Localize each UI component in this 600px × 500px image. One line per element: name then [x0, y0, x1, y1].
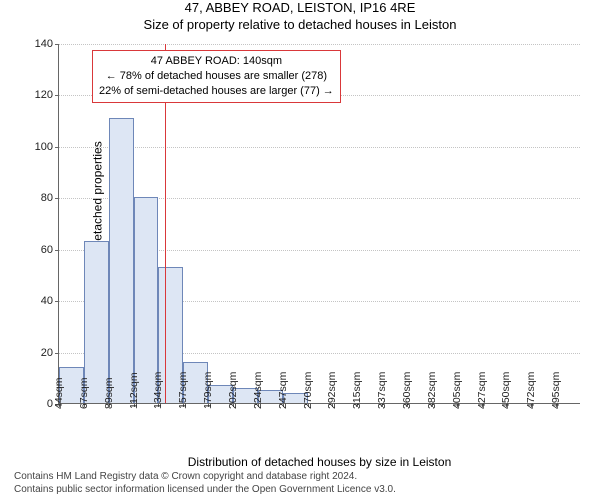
footer-line-1: Contains HM Land Registry data © Crown c…: [14, 470, 396, 483]
plot-area: Number of detached properties Distributi…: [58, 44, 580, 404]
ytick-label: 80: [41, 192, 59, 204]
footer-attribution: Contains HM Land Registry data © Crown c…: [14, 470, 396, 496]
histogram-bar: [109, 118, 134, 403]
xtick-label: 224sqm: [252, 372, 264, 409]
xtick-label: 360sqm: [401, 372, 413, 409]
xtick-label: 157sqm: [177, 372, 189, 409]
xtick-label: 315sqm: [351, 372, 363, 409]
x-axis-label: Distribution of detached houses by size …: [188, 455, 452, 469]
xtick-label: 495sqm: [550, 372, 562, 409]
xtick-label: 382sqm: [426, 372, 438, 409]
xtick-label: 292sqm: [326, 372, 338, 409]
xtick-label: 405sqm: [451, 372, 463, 409]
xtick-label: 472sqm: [525, 372, 537, 409]
xtick-label: 134sqm: [152, 372, 164, 409]
xtick-label: 112sqm: [128, 372, 140, 409]
xtick-label: 427sqm: [476, 372, 488, 409]
chart-area: Number of detached properties Distributi…: [58, 44, 580, 404]
ytick-label: 40: [41, 295, 59, 307]
annotation-box: 47 ABBEY ROAD: 140sqm← 78% of detached h…: [92, 50, 341, 103]
xtick-label: 67sqm: [78, 377, 90, 409]
ytick-label: 140: [35, 38, 59, 50]
footer-line-2: Contains public sector information licen…: [14, 483, 396, 496]
xtick-label: 44sqm: [53, 377, 65, 409]
annotation-line: 47 ABBEY ROAD: 140sqm: [99, 54, 334, 69]
xtick-label: 450sqm: [500, 372, 512, 409]
gridline-h: [59, 147, 580, 148]
xtick-label: 337sqm: [376, 372, 388, 409]
ytick-label: 100: [35, 141, 59, 153]
xtick-label: 270sqm: [302, 372, 314, 409]
annotation-line: 22% of semi-detached houses are larger (…: [99, 84, 334, 99]
xtick-label: 89sqm: [103, 377, 115, 409]
xtick-label: 202sqm: [227, 372, 239, 409]
ytick-label: 20: [41, 347, 59, 359]
xtick-label: 247sqm: [277, 372, 289, 409]
gridline-h: [59, 44, 580, 45]
chart-title: 47, ABBEY ROAD, LEISTON, IP16 4RE: [0, 0, 600, 15]
ytick-label: 60: [41, 244, 59, 256]
annotation-line: ← 78% of detached houses are smaller (27…: [99, 69, 334, 84]
chart-subtitle: Size of property relative to detached ho…: [0, 17, 600, 32]
ytick-label: 120: [35, 89, 59, 101]
xtick-label: 179sqm: [202, 372, 214, 409]
